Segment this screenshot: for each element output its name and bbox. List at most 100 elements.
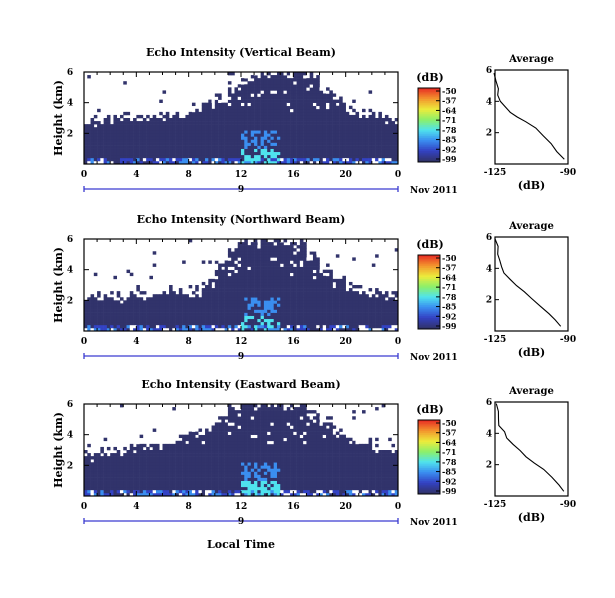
heatmap-cell	[309, 105, 314, 110]
heatmap-cell	[178, 492, 183, 497]
heatmap-cell	[290, 160, 294, 165]
heatmap-cell	[296, 105, 301, 110]
heatmap-cell	[280, 160, 284, 165]
heatmap-cell	[332, 324, 337, 329]
heatmap-cell	[381, 300, 386, 304]
heatmap-cell	[362, 157, 366, 162]
heatmap-cell	[299, 102, 304, 107]
heatmap-cell	[234, 139, 239, 143]
heatmap-cell	[381, 306, 386, 310]
heatmap-cell	[100, 474, 104, 478]
heatmap-cell	[254, 288, 258, 292]
heatmap-cell	[276, 272, 281, 277]
heatmap-cell	[234, 477, 239, 481]
heatmap-cell	[352, 327, 356, 332]
heatmap-cell	[237, 410, 242, 414]
heatmap-cell	[159, 315, 163, 320]
heatmap-cell	[136, 148, 140, 153]
heatmap-cell	[231, 407, 235, 411]
heatmap-cell	[208, 294, 212, 298]
heatmap-cell	[221, 324, 225, 329]
heatmap-cell	[136, 450, 140, 454]
heatmap-cell	[116, 151, 121, 156]
colorbar-frame	[417, 254, 441, 330]
heatmap-cell	[378, 148, 382, 153]
average-profile-line	[493, 72, 565, 160]
heatmap-cell	[273, 309, 278, 313]
heatmap-cell	[247, 471, 252, 475]
heatmap-cell	[329, 309, 333, 313]
heatmap-cell	[234, 281, 239, 286]
heatmap-cell	[175, 318, 180, 323]
heatmap-cell	[231, 459, 235, 463]
heatmap-cell	[214, 492, 219, 497]
colorbar-swatch	[418, 297, 440, 300]
heatmap-cell	[224, 154, 229, 159]
heatmap-cell	[342, 142, 346, 146]
heatmap-cell	[178, 446, 183, 451]
heatmap-cell	[227, 114, 232, 119]
heatmap-cell	[306, 300, 310, 304]
heatmap-cell	[303, 275, 307, 280]
heatmap-cell	[175, 456, 180, 460]
heatmap-cell	[119, 136, 124, 140]
heatmap-cell	[276, 111, 281, 116]
heatmap-cell	[345, 327, 350, 332]
heatmap-cell	[254, 312, 258, 316]
heatmap-cell	[388, 133, 392, 137]
heatmap-cell	[201, 312, 206, 316]
heatmap-cell	[100, 130, 104, 134]
heatmap-cell	[103, 303, 108, 307]
heatmap-cell	[355, 133, 360, 137]
heatmap-cell	[97, 130, 101, 134]
heatmap-cell	[106, 456, 111, 460]
heatmap-cell	[211, 114, 216, 119]
heatmap-cell	[381, 327, 386, 332]
colorbar-swatch	[418, 256, 440, 260]
heatmap-cell	[241, 84, 245, 88]
heatmap-cell	[365, 303, 369, 307]
heatmap-cell	[152, 324, 157, 329]
heatmap-cell	[306, 278, 310, 283]
heatmap-cell	[165, 124, 170, 128]
heatmap-cell	[260, 254, 265, 258]
heatmap-cell	[352, 124, 356, 128]
heatmap-cell	[241, 108, 245, 113]
heatmap-cell	[296, 263, 301, 267]
heatmap-cell	[348, 309, 353, 313]
heatmap-cell	[205, 111, 209, 116]
heatmap-cell	[159, 324, 163, 329]
heatmap-cell	[175, 477, 180, 481]
heatmap-cell	[146, 133, 150, 137]
heatmap-cell	[244, 102, 248, 107]
heatmap-cell	[303, 281, 307, 286]
heatmap-cell	[355, 154, 360, 159]
heatmap-cell	[355, 136, 360, 140]
heatmap-cell	[139, 480, 144, 485]
heatmap-cell	[283, 96, 288, 100]
heatmap-cell	[394, 145, 399, 149]
heatmap-cell	[149, 459, 153, 463]
heatmap-cell	[306, 114, 310, 119]
heatmap-cell	[208, 462, 212, 466]
heatmap-cell	[388, 160, 392, 165]
heatmap-cell	[260, 242, 265, 246]
heatmap-cell	[182, 471, 186, 475]
heatmap-cell	[375, 321, 379, 326]
heatmap-cell	[123, 111, 127, 116]
heatmap-cell	[306, 118, 310, 122]
heatmap-cell	[198, 318, 203, 323]
heatmap-cell	[280, 327, 284, 332]
heatmap-cell	[270, 87, 275, 91]
heatmap-cell	[178, 300, 183, 304]
heatmap-cell	[119, 154, 124, 159]
heatmap-cell	[362, 133, 366, 137]
colorbar-swatch	[418, 139, 440, 143]
heatmap-cell	[116, 456, 121, 460]
heatmap-cell	[273, 257, 278, 261]
heatmap-cell	[126, 327, 131, 332]
heatmap-cell	[391, 127, 396, 131]
heatmap-cell	[296, 72, 301, 76]
heatmap-cell	[162, 321, 167, 326]
heatmap-cell	[234, 136, 239, 140]
